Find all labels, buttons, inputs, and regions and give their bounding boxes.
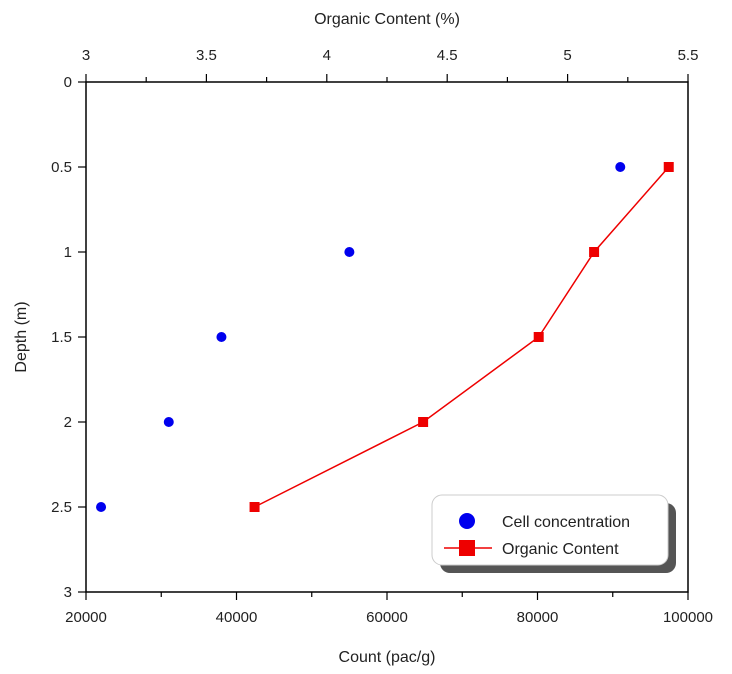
y-tick-label: 1.5 xyxy=(51,329,72,346)
y-tick-label: 1 xyxy=(64,244,72,261)
axes: 20000 40000 60000 80000 100000 3 3.5 4 4.5 5 5.5 0 0… xyxy=(51,47,713,626)
x-bottom-tick-label: 80000 xyxy=(517,609,559,626)
y-axis-label: Depth (m) xyxy=(13,301,30,372)
organic-content-point xyxy=(533,332,544,342)
x-top-tick-label: 4 xyxy=(323,47,331,64)
legend-label-cell-concentration: Cell concentration xyxy=(502,514,630,531)
x-top-tick-label: 5.5 xyxy=(678,47,699,64)
cell-concentration-point xyxy=(615,162,626,172)
y-tick-label: 2 xyxy=(64,414,72,431)
x-bottom-tick-label: 40000 xyxy=(216,609,258,626)
legend-marker-cell-concentration xyxy=(459,513,475,529)
x-top-tick-label: 3.5 xyxy=(196,47,217,64)
x-top-tick-label: 5 xyxy=(563,47,571,64)
legend-label-organic-content: Organic Content xyxy=(502,541,619,558)
x-top-tick-label: 4.5 xyxy=(437,47,458,64)
y-tick-label: 0.5 xyxy=(51,159,72,176)
organic-content-point xyxy=(589,247,600,257)
y-tick-label: 0 xyxy=(64,74,72,91)
organic-content-line xyxy=(254,166,670,508)
cell-concentration-point xyxy=(216,332,227,342)
x-bottom-tick-label: 60000 xyxy=(366,609,408,626)
cell-concentration-point xyxy=(163,417,174,427)
y-tick-label: 2.5 xyxy=(51,499,72,516)
cell-concentration-point xyxy=(96,502,107,512)
x-bottom-tick-label: 20000 xyxy=(65,609,107,626)
organic-content-point xyxy=(663,162,674,172)
x-axis-top-label: Organic Content (%) xyxy=(314,11,460,28)
x-top-tick-label: 3 xyxy=(82,47,90,64)
cell-concentration-point xyxy=(344,247,355,257)
series-layer xyxy=(96,162,674,512)
legend: Cell concentration Organic Content xyxy=(431,494,669,566)
x-bottom-tick-label: 100000 xyxy=(663,609,713,626)
y-tick-label: 3 xyxy=(64,584,72,601)
x-axis-bottom-label: Count (pac/g) xyxy=(339,649,436,666)
organic-content-point xyxy=(249,502,260,512)
organic-content-point xyxy=(418,417,429,427)
legend-marker-organic-content xyxy=(459,540,475,556)
